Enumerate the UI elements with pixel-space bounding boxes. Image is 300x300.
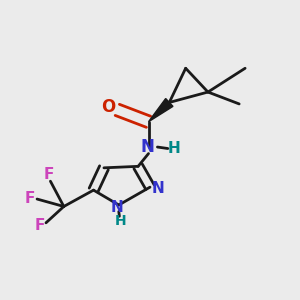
- Text: F: F: [35, 218, 45, 233]
- Text: F: F: [44, 167, 54, 182]
- Text: F: F: [24, 191, 35, 206]
- Polygon shape: [148, 98, 173, 122]
- Text: N: N: [140, 138, 154, 156]
- Text: N: N: [111, 200, 124, 215]
- Text: N: N: [152, 181, 165, 196]
- Text: H: H: [167, 141, 180, 156]
- Text: O: O: [101, 98, 116, 116]
- Text: H: H: [115, 214, 126, 228]
